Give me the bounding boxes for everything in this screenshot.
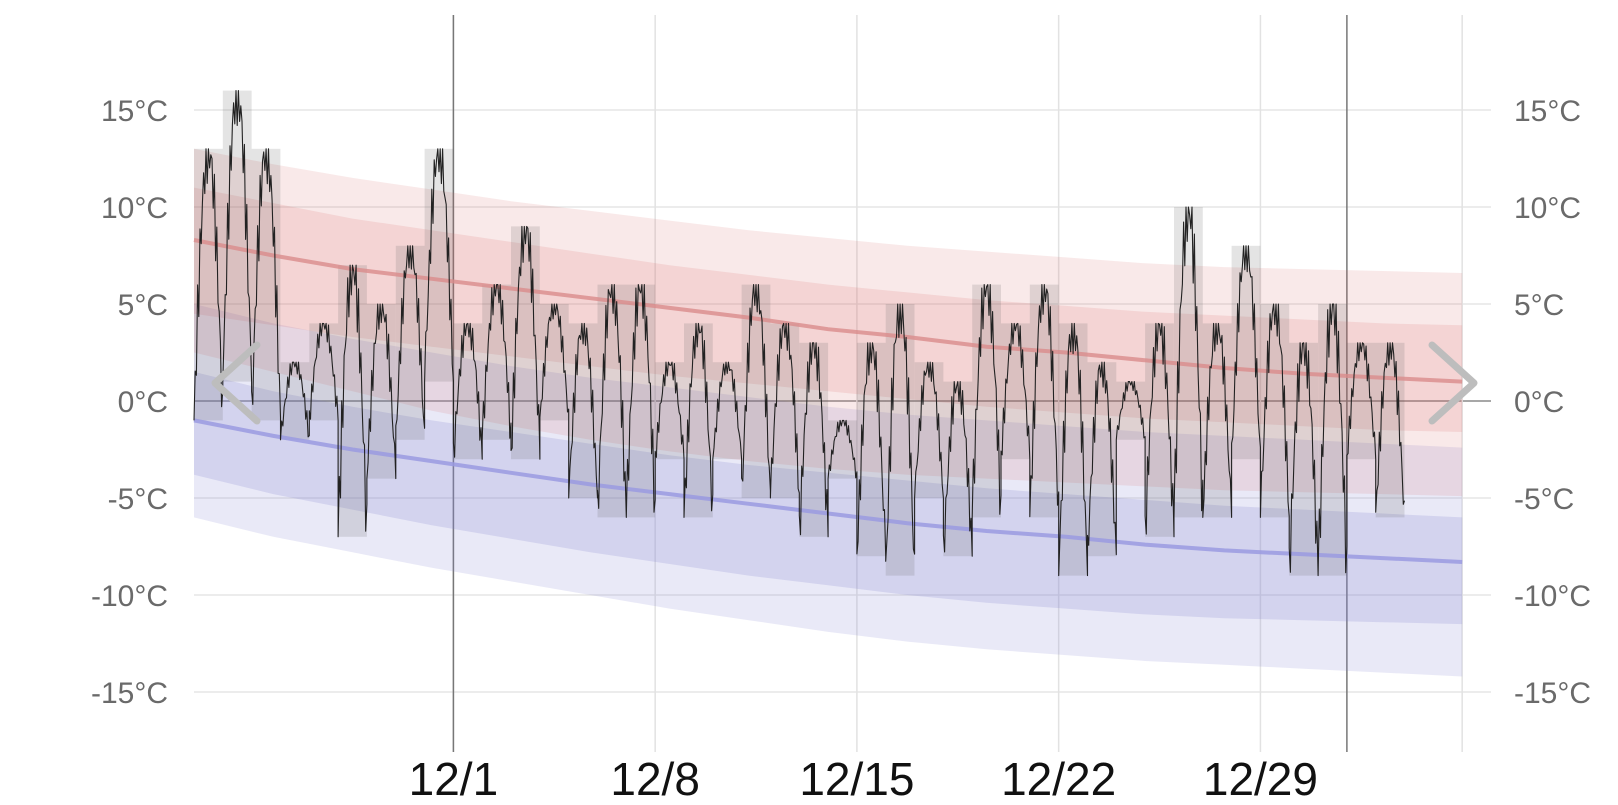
y-tick-label-right: 15°C <box>1514 95 1581 128</box>
y-tick-label-left: 10°C <box>101 192 168 225</box>
daily-range-box <box>1087 362 1117 557</box>
chevron-left-icon <box>211 341 261 425</box>
y-tick-label-left: -15°C <box>91 677 168 710</box>
daily-range-box <box>684 323 713 518</box>
daily-range-box <box>539 304 569 421</box>
y-tick-label-left: 0°C <box>118 386 168 419</box>
high-percentile-band <box>194 187 1463 432</box>
daily-range-box <box>1375 342 1405 518</box>
y-tick-label-left: 5°C <box>118 289 168 322</box>
temperature-line <box>193 90 1406 577</box>
x-tick-label: 12/1 <box>409 753 499 805</box>
y-tick-label-right: -5°C <box>1514 483 1574 516</box>
x-tick-label: 12/8 <box>610 753 700 805</box>
daily-range-box <box>338 265 367 537</box>
y-tick-label-right: -10°C <box>1514 580 1591 613</box>
high-record-band <box>194 148 1463 497</box>
y-tick-label-left: 15°C <box>101 95 168 128</box>
daily-range-box <box>1029 284 1059 518</box>
y-tick-label-left: -5°C <box>108 483 168 516</box>
x-tick-label: 12/29 <box>1203 753 1318 805</box>
daily-range-box <box>1231 245 1261 460</box>
y-tick-label-right: 5°C <box>1514 289 1564 322</box>
y-tick-label-right: 10°C <box>1514 192 1581 225</box>
axes: 15°C 15°C 10°C 10°C 5°C 5°C 0°C 0°C -5°C -5°C -10°… <box>91 95 1591 805</box>
y-tick-label-right: -15°C <box>1514 677 1591 710</box>
y-tick-label-right: 0°C <box>1514 386 1564 419</box>
x-tick-label: 12/15 <box>799 753 914 805</box>
x-tick-label: 12/22 <box>1001 753 1116 805</box>
next-period-button[interactable] <box>1420 330 1490 425</box>
chevron-right-icon <box>1428 341 1478 425</box>
previous-period-button[interactable] <box>195 330 265 425</box>
temperature-trace <box>193 90 1406 577</box>
daily-range-box <box>597 284 627 518</box>
y-tick-label-left: -10°C <box>91 580 168 613</box>
daily-range-box <box>885 304 915 576</box>
